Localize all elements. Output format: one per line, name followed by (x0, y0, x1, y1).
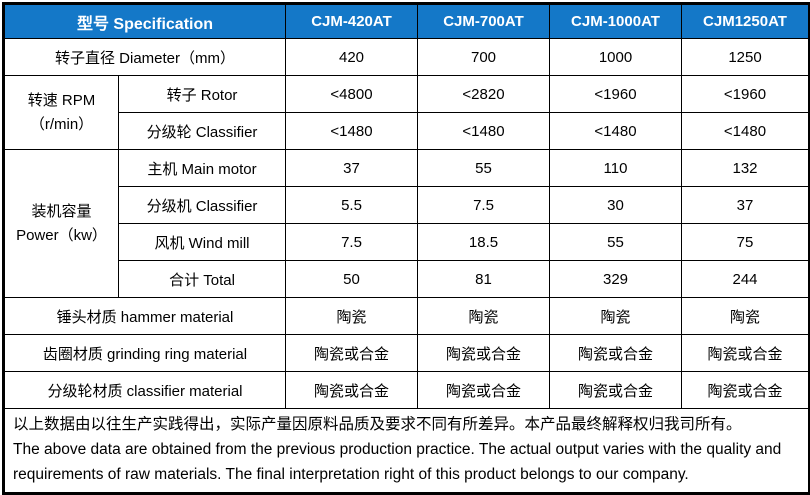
value-cell: <1480 (417, 112, 550, 150)
value-cell: 50 (285, 260, 418, 298)
classifier-material-row: 分级轮材质 classifier material 陶瓷或合金 陶瓷或合金 陶瓷… (3, 371, 810, 409)
value-cell: 陶瓷或合金 (549, 334, 682, 372)
value-cell: <1480 (681, 112, 810, 150)
value-cell: 7.5 (285, 223, 418, 261)
row-label-wind-mill: 风机 Wind mill (118, 223, 286, 261)
table-header-row: 型号 Specification CJM-420AT CJM-700AT CJM… (3, 3, 810, 39)
power-group-label: 装机容量 Power（kw） (3, 149, 119, 298)
rpm-group-label: 转速 RPM （r/min） (3, 75, 119, 150)
value-cell: 陶瓷或合金 (417, 371, 550, 409)
power-classifier-row: 分级机 Classifier 5.5 7.5 30 37 (4, 186, 810, 224)
power-group-label-line2: Power（kw） (16, 226, 107, 244)
value-cell: 420 (285, 38, 418, 76)
rpm-group-label-line1: 转速 RPM (27, 91, 96, 109)
value-cell: 1250 (681, 38, 810, 76)
value-cell: <4800 (285, 75, 418, 113)
value-cell: 329 (549, 260, 682, 298)
row-label-classifier-wheel: 分级轮 Classifier (118, 112, 286, 150)
value-cell: 陶瓷 (285, 297, 418, 335)
value-cell: 37 (681, 186, 810, 224)
footer-line-chinese: 以上数据由以往生产实践得出，实际产量因原料品质及要求不同有所差异。本产品最终解释… (13, 416, 742, 433)
value-cell: 7.5 (417, 186, 550, 224)
model-header-cell: CJM-1000AT (549, 3, 682, 39)
row-label-classifier-material: 分级轮材质 classifier material (3, 371, 286, 409)
value-cell: <1480 (549, 112, 682, 150)
value-cell: 陶瓷 (417, 297, 550, 335)
row-label-grinding-ring-material: 齿圈材质 grinding ring material (3, 334, 286, 372)
value-cell: <2820 (417, 75, 550, 113)
value-cell: <1480 (285, 112, 418, 150)
value-cell: 110 (549, 149, 682, 187)
row-label-hammer-material: 锤头材质 hammer material (3, 297, 286, 335)
model-header-cell: CJM1250AT (681, 3, 810, 39)
power-wind-mill-row: 风机 Wind mill 7.5 18.5 55 75 (4, 223, 810, 261)
spec-header-cell: 型号 Specification (3, 3, 286, 39)
diameter-row: 转子直径 Diameter（mm） 420 700 1000 1250 (3, 38, 810, 76)
value-cell: 132 (681, 149, 810, 187)
value-cell: 55 (549, 223, 682, 261)
rpm-group-label-line2: （r/min） (29, 115, 94, 133)
power-group-label-line1: 装机容量 (31, 202, 92, 220)
value-cell: <1960 (681, 75, 810, 113)
value-cell: 陶瓷或合金 (549, 371, 682, 409)
power-main-motor-row: 装机容量 Power（kw） 主机 Main motor 37 55 110 1… (3, 149, 810, 298)
row-label-diameter: 转子直径 Diameter（mm） (3, 38, 286, 76)
value-cell: 75 (681, 223, 810, 261)
power-total-row: 合计 Total 50 81 329 244 (4, 260, 810, 298)
value-cell: 18.5 (417, 223, 550, 261)
value-cell: 陶瓷 (681, 297, 810, 335)
value-cell: 244 (681, 260, 810, 298)
value-cell: 陶瓷或合金 (285, 371, 418, 409)
hammer-material-row: 锤头材质 hammer material 陶瓷 陶瓷 陶瓷 陶瓷 (3, 297, 810, 335)
rpm-rotor-row: 转速 RPM （r/min） 转子 Rotor <4800 <2820 <196… (3, 75, 810, 150)
value-cell: 37 (285, 149, 418, 187)
footer-note-row: 以上数据由以往生产实践得出，实际产量因原料品质及要求不同有所差异。本产品最终解释… (3, 408, 810, 494)
row-label-main-motor: 主机 Main motor (118, 149, 286, 187)
value-cell: 陶瓷 (549, 297, 682, 335)
rpm-classifier-row: 分级轮 Classifier <1480 <1480 <1480 <1480 (4, 112, 810, 150)
value-cell: 5.5 (285, 186, 418, 224)
value-cell: 81 (417, 260, 550, 298)
value-cell: 700 (417, 38, 550, 76)
value-cell: 1000 (549, 38, 682, 76)
footer-line-english-2: requirements of raw materials. The final… (13, 466, 689, 483)
row-label-rotor: 转子 Rotor (118, 75, 286, 113)
model-header-cell: CJM-700AT (417, 3, 550, 39)
footer-line-english-1: The above data are obtained from the pre… (13, 441, 782, 458)
value-cell: 陶瓷或合金 (681, 371, 810, 409)
value-cell: <1960 (549, 75, 682, 113)
grinding-ring-material-row: 齿圈材质 grinding ring material 陶瓷或合金 陶瓷或合金 … (3, 334, 810, 372)
value-cell: 30 (549, 186, 682, 224)
value-cell: 陶瓷或合金 (681, 334, 810, 372)
row-label-total: 合计 Total (118, 260, 286, 298)
footer-note: 以上数据由以往生产实践得出，实际产量因原料品质及要求不同有所差异。本产品最终解释… (3, 408, 810, 494)
value-cell: 陶瓷或合金 (285, 334, 418, 372)
value-cell: 55 (417, 149, 550, 187)
row-label-classifier-machine: 分级机 Classifier (118, 186, 286, 224)
value-cell: 陶瓷或合金 (417, 334, 550, 372)
model-header-cell: CJM-420AT (285, 3, 418, 39)
